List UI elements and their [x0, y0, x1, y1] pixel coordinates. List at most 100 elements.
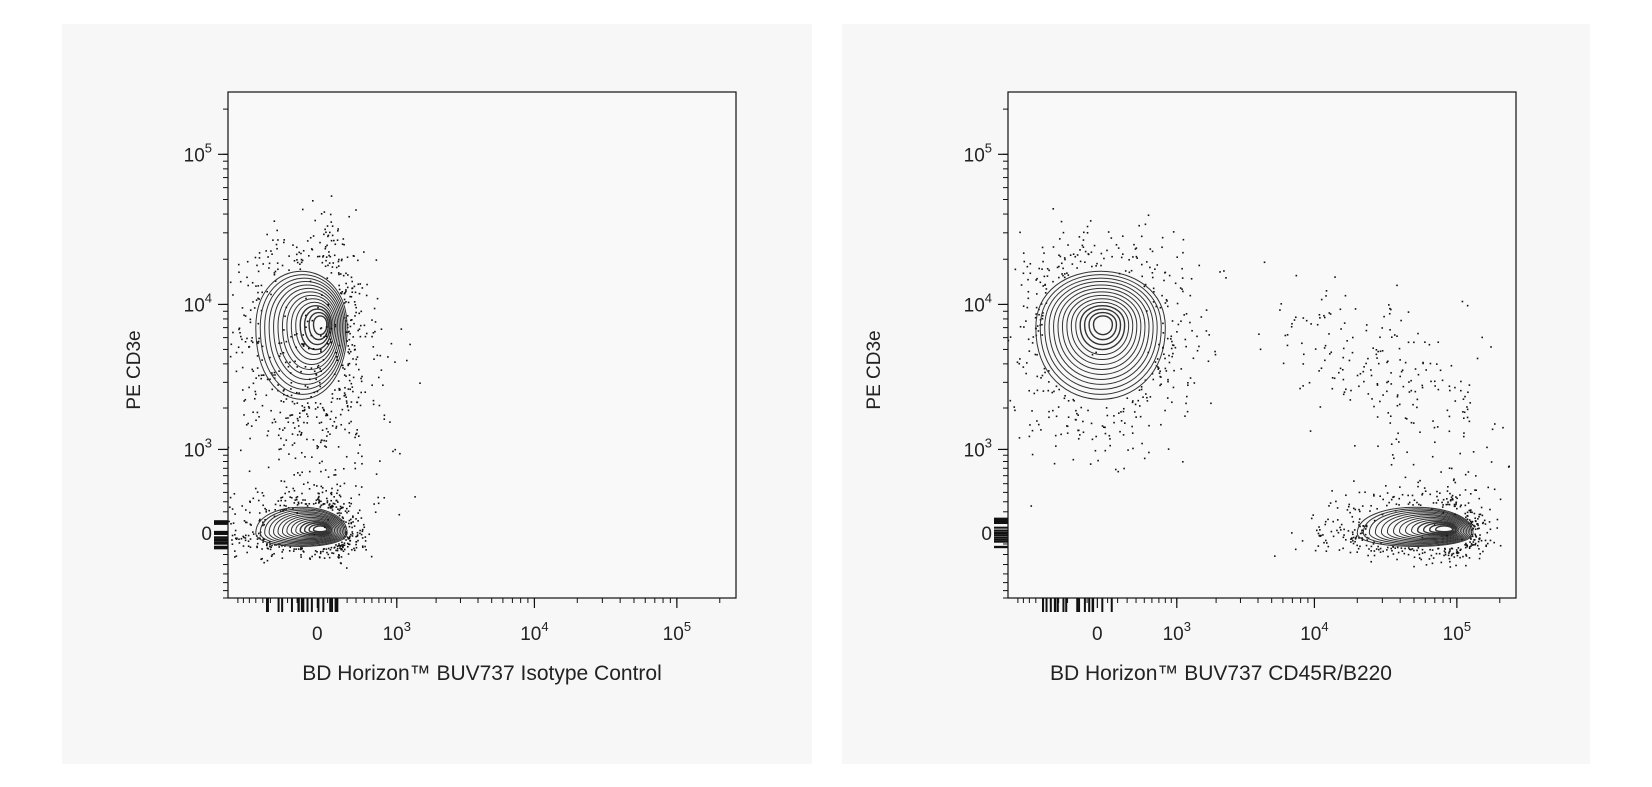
event-dot [330, 499, 333, 502]
event-dot [267, 256, 269, 258]
event-dot [320, 350, 322, 353]
event-dot [357, 435, 360, 437]
contour-line [1057, 287, 1146, 375]
event-dot [271, 372, 273, 374]
event-dot [323, 211, 326, 213]
contour-line [1088, 311, 1118, 341]
event-dot [302, 483, 305, 485]
event-dot [1350, 389, 1352, 392]
event-dot [246, 551, 248, 554]
event-dot [1359, 525, 1361, 528]
event-dot [360, 486, 363, 488]
event-dot [376, 354, 379, 357]
event-dot [1493, 488, 1496, 491]
event-dot [337, 556, 339, 558]
event-dot [1499, 498, 1502, 501]
event-dot [339, 547, 341, 549]
event-dot [337, 380, 340, 382]
event-dot [1390, 383, 1393, 385]
event-dot [1047, 389, 1050, 392]
event-dot [341, 364, 343, 367]
event-dot [1398, 504, 1400, 506]
event-dot [256, 355, 259, 357]
event-dot [345, 290, 347, 293]
event-dot [1455, 551, 1458, 554]
event-dot [1279, 309, 1281, 311]
event-dot [1460, 504, 1462, 507]
event-dot [1478, 497, 1481, 500]
event-dot [315, 499, 318, 502]
event-dot [351, 535, 354, 537]
event-dot [1442, 498, 1445, 501]
event-dot [332, 502, 335, 505]
event-dot [317, 364, 320, 367]
event-dot [1331, 490, 1333, 492]
event-dot [1183, 314, 1186, 316]
event-dot [297, 419, 299, 422]
event-dot [257, 297, 259, 300]
event-dot [340, 423, 343, 426]
event-dot [1114, 468, 1117, 471]
event-dot [241, 338, 243, 341]
event-dot [1482, 550, 1484, 553]
event-dot [1464, 395, 1466, 398]
event-dot [320, 421, 323, 424]
event-dot [1370, 560, 1373, 563]
event-dot [261, 492, 264, 494]
event-dot [1086, 232, 1089, 234]
event-dot [1395, 503, 1398, 505]
event-dot [317, 496, 320, 499]
event-dot [354, 291, 357, 294]
event-dot [1293, 319, 1296, 321]
event-dot [1378, 548, 1380, 551]
event-dot [1014, 409, 1016, 412]
event-dot [1143, 457, 1146, 460]
event-dot [1328, 333, 1330, 335]
event-dot [347, 553, 350, 555]
event-dot [1421, 548, 1424, 551]
event-dot [372, 332, 375, 334]
event-dot [1347, 505, 1350, 508]
event-dot [1440, 561, 1443, 564]
event-dot [373, 503, 375, 505]
event-dot [327, 304, 330, 307]
event-dot [276, 229, 278, 232]
event-dot [253, 307, 256, 309]
event-dot [346, 256, 349, 259]
event-dot [1205, 330, 1208, 332]
event-dot [1376, 382, 1379, 385]
event-dot [1405, 418, 1408, 420]
event-dot [1370, 550, 1372, 552]
event-dot [340, 512, 342, 515]
event-dot [346, 511, 348, 514]
event-dot [344, 386, 346, 389]
event-dot [368, 533, 371, 536]
event-dot [278, 428, 281, 430]
event-dot [380, 328, 383, 331]
event-dot [1475, 520, 1477, 523]
event-dot [244, 340, 247, 343]
event-dot [361, 462, 363, 465]
event-dot [1356, 544, 1358, 547]
event-dot [281, 551, 284, 553]
event-dot [294, 499, 297, 501]
event-dot [1428, 343, 1431, 346]
event-dot [278, 448, 281, 451]
event-dot [1364, 533, 1367, 536]
event-dot [1071, 263, 1074, 265]
event-dot [375, 473, 378, 475]
event-dot [273, 220, 276, 222]
event-dot [261, 404, 264, 407]
event-dot [1332, 535, 1335, 538]
event-dot [1040, 303, 1043, 305]
event-dot [1376, 357, 1378, 359]
event-dot [1149, 266, 1151, 269]
event-dot [1401, 493, 1404, 496]
event-dot [347, 274, 349, 276]
event-dot [270, 546, 272, 549]
event-dot [256, 491, 259, 493]
event-dot [1349, 511, 1351, 514]
event-dot [1320, 367, 1323, 370]
event-dot [357, 452, 360, 454]
event-dot [1171, 355, 1173, 358]
